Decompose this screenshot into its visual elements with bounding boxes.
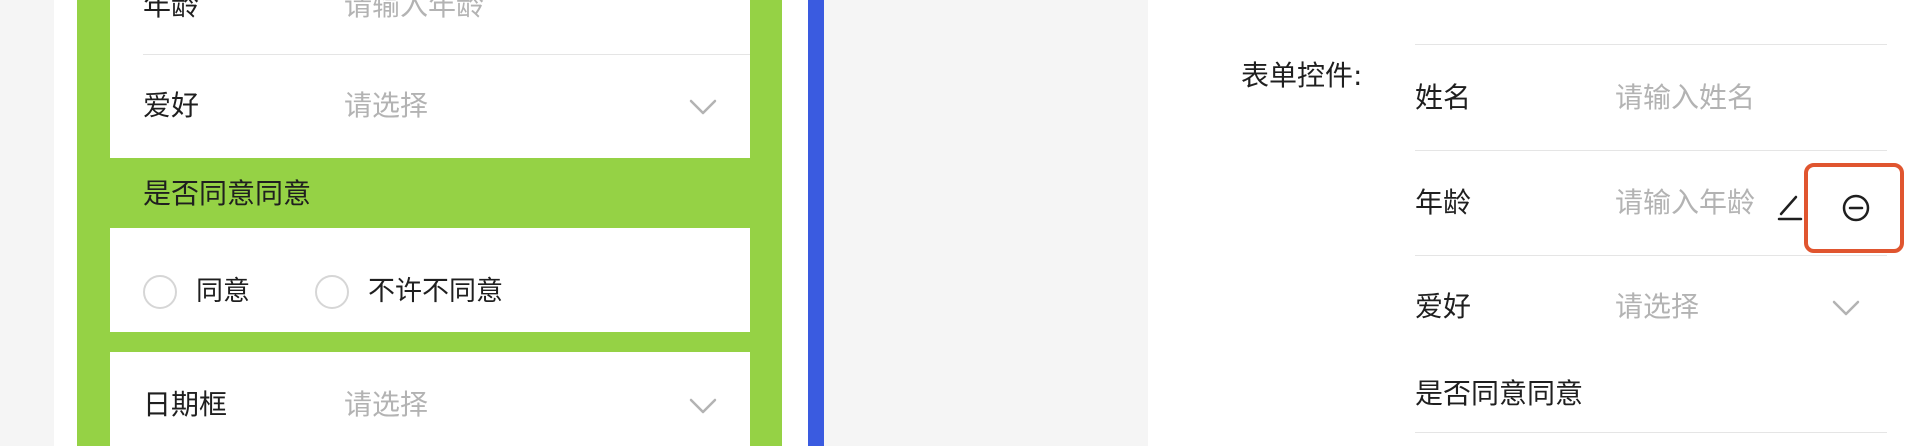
chevron-down-icon[interactable]: [689, 99, 717, 115]
preview-age-input[interactable]: 请输入年龄: [344, 0, 485, 22]
preview-age-label: 年龄: [143, 0, 200, 22]
panel-divider-bar: [808, 0, 824, 446]
preview-card-consent: [110, 228, 750, 332]
panel-gap: [824, 0, 1148, 446]
preview-card-date: [110, 352, 750, 446]
editor-name-input[interactable]: 请输入姓名: [1615, 81, 1756, 114]
preview-row-divider: [143, 54, 750, 55]
form-controls-label: 表单控件:: [1241, 59, 1363, 92]
preview-radio-agree[interactable]: [143, 275, 177, 309]
editor-age-label: 年龄: [1415, 186, 1472, 219]
editor-name-label: 姓名: [1415, 81, 1472, 114]
remove-field-button[interactable]: [1804, 163, 1904, 253]
preview-radio-disagree-label: 不许不同意: [368, 276, 503, 307]
preview-consent-title: 是否同意同意: [143, 177, 312, 210]
preview-radio-disagree[interactable]: [315, 275, 349, 309]
editor-hobby-select[interactable]: 请选择: [1615, 290, 1700, 323]
editor-hobby-label: 爱好: [1415, 290, 1472, 323]
preview-card-basic-fields: [110, 0, 750, 158]
editor-row-divider: [1415, 432, 1887, 433]
preview-radio-agree-label: 同意: [196, 276, 250, 307]
preview-hobby-label: 爱好: [143, 89, 200, 122]
preview-hobby-select[interactable]: 请选择: [344, 89, 429, 122]
editor-row-divider: [1415, 44, 1887, 45]
editor-age-input[interactable]: 请输入年龄: [1615, 186, 1756, 219]
editor-row-divider: [1415, 150, 1887, 151]
editor-row-divider: [1415, 255, 1887, 256]
editor-consent-title: 是否同意同意: [1415, 377, 1584, 410]
preview-date-select[interactable]: 请选择: [344, 388, 429, 421]
editor-panel: [1148, 0, 1926, 446]
preview-date-label: 日期框: [143, 388, 228, 421]
edit-pencil-icon[interactable]: [1775, 188, 1805, 222]
chevron-down-icon[interactable]: [1832, 300, 1860, 316]
chevron-down-icon[interactable]: [689, 398, 717, 414]
remove-circle-icon: [1842, 194, 1870, 222]
